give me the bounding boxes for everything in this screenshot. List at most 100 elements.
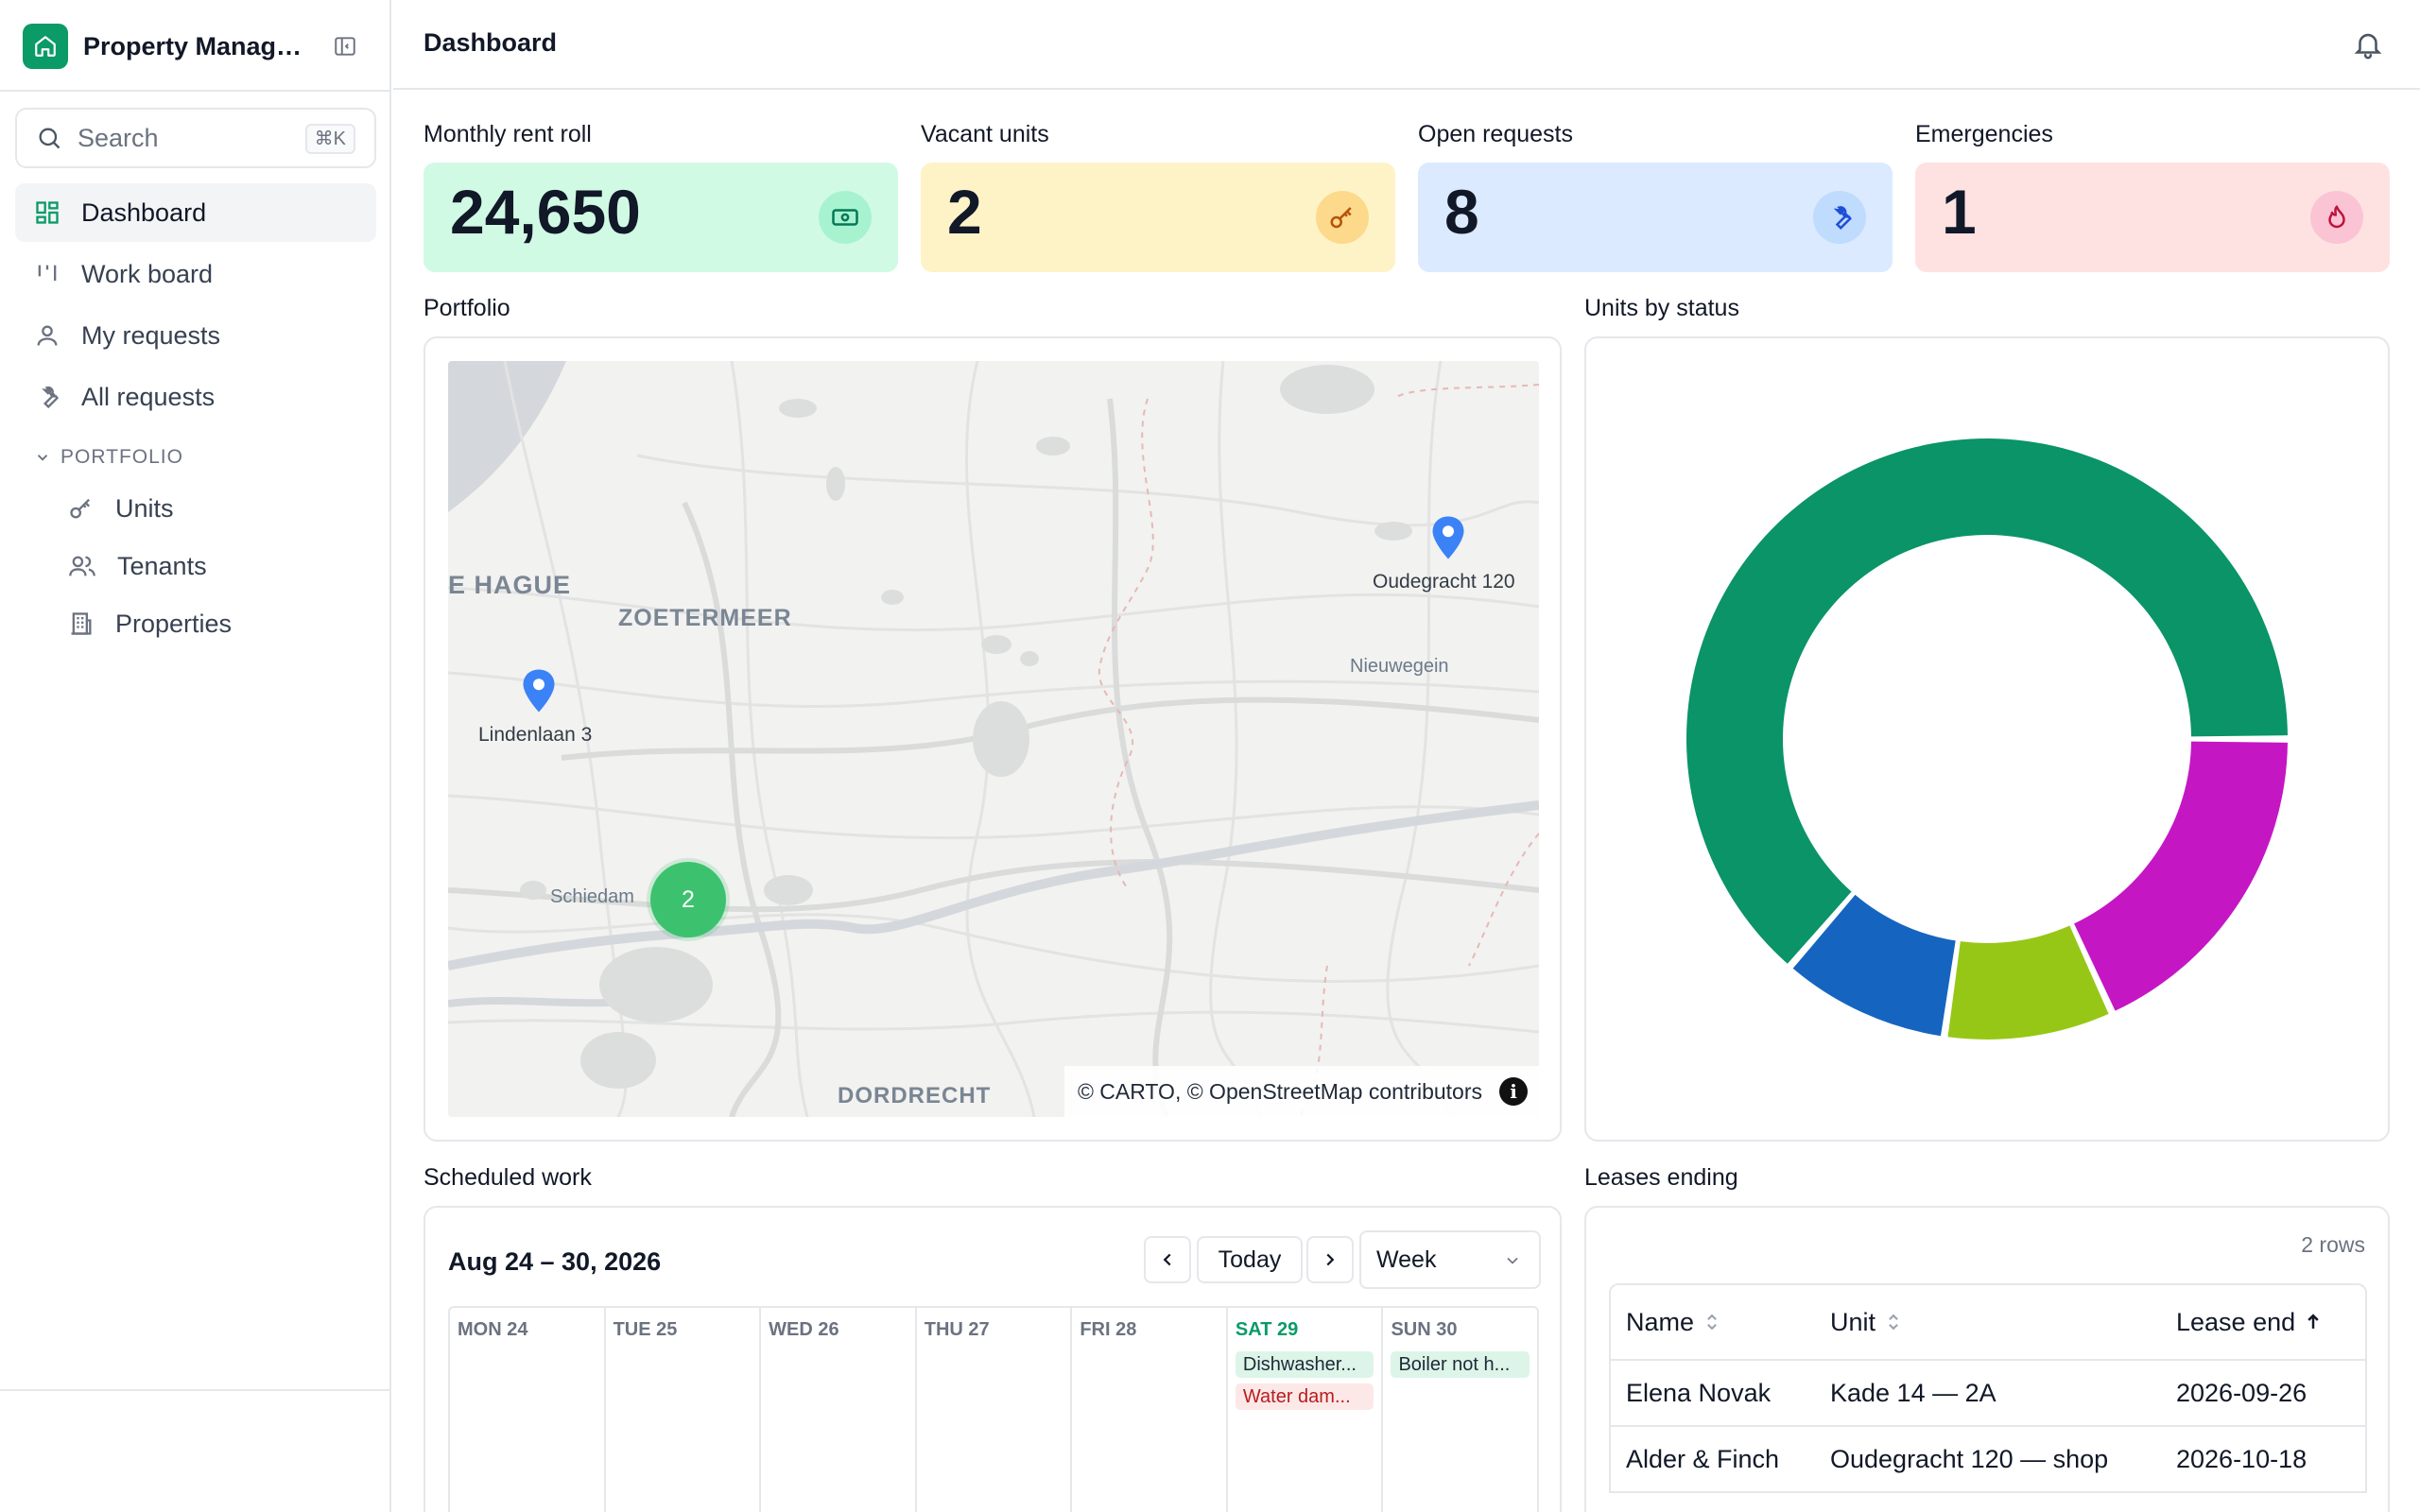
calendar-event[interactable]: Boiler not h... (1391, 1351, 1530, 1378)
column-header-lease-end[interactable]: Lease end (2176, 1285, 2322, 1359)
view-select-value: Week (1376, 1246, 1437, 1273)
wrench-icon (1813, 191, 1866, 244)
sidebar-item-units[interactable]: Units (49, 479, 376, 538)
next-week-button[interactable] (1306, 1236, 1354, 1283)
users-icon (69, 556, 95, 576)
portfolio-panel: E HAGUE ZOETERMEER Nieuwegein Schiedam D… (424, 336, 1562, 1142)
table-row[interactable]: Alder & Finch Oudegracht 120 — shop 2026… (1611, 1427, 2365, 1493)
map-attribution: © CARTO, © OpenStreetMap contributors i (1063, 1066, 1539, 1117)
portfolio-section-toggle[interactable]: PORTFOLIO (34, 446, 183, 469)
map-pin-label: Oudegracht 120 (1373, 571, 1515, 593)
cell-unit: Kade 14 — 2A (1830, 1378, 1996, 1407)
kpi-card-emergencies: 1 (1915, 163, 2390, 272)
map-label-dordrecht: DORDRECHT (838, 1083, 992, 1108)
donut-segment[interactable] (1685, 438, 2288, 964)
wrench-icon (42, 386, 60, 409)
sidebar-item-label: All requests (81, 382, 216, 411)
section-title: Scheduled work (424, 1164, 592, 1191)
sidebar-item-label: Dashboard (81, 198, 207, 227)
sidebar: Property Management Search ⌘K Dashboard … (0, 0, 391, 1512)
page-title: Dashboard (424, 28, 558, 57)
cell-unit: Oudegracht 120 — shop (1830, 1444, 2109, 1473)
kpi-card-vacant-units: 2 (921, 163, 1395, 272)
calendar-day-column[interactable]: SAT 29 Dishwasher... Water dam... (1228, 1308, 1384, 1512)
sidebar-item-tenants[interactable]: Tenants (49, 537, 376, 595)
kpi-value: 1 (1942, 177, 1977, 247)
donut-segment[interactable] (1947, 925, 2109, 1040)
sidebar-item-label: Properties (115, 609, 233, 638)
column-header-label: Lease end (2176, 1307, 2296, 1336)
sidebar-item-properties[interactable]: Properties (49, 594, 376, 653)
kpi-card-open-requests: 8 (1418, 163, 1893, 272)
chevron-down-icon (37, 455, 48, 461)
calendar-day-label: MON 24 (458, 1319, 528, 1340)
kanban-icon (38, 265, 57, 281)
key-icon (70, 498, 90, 519)
column-header-label: Name (1626, 1307, 1695, 1336)
search-shortcut: ⌘K (304, 124, 355, 154)
calendar-event-emergency[interactable]: Water dam... (1235, 1383, 1374, 1410)
map-label-the-hague: E HAGUE (448, 571, 572, 599)
calendar-day-label-today: SAT 29 (1235, 1319, 1299, 1340)
sidebar-item-label: Units (115, 493, 174, 523)
donut-segment[interactable] (1792, 894, 1956, 1037)
calendar-day-column[interactable]: TUE 25 (606, 1308, 762, 1512)
sidebar-toggle-icon[interactable] (331, 32, 359, 60)
brand[interactable]: Property Management (23, 23, 369, 70)
dashboard-icon (36, 201, 59, 224)
kpi-label: Open requests (1418, 121, 1573, 147)
section-label: PORTFOLIO (60, 446, 183, 468)
chevron-right-icon (1326, 1253, 1335, 1266)
rows-count: 2 rows (2301, 1232, 2365, 1257)
info-icon[interactable]: i (1499, 1077, 1528, 1106)
sort-icon (1889, 1314, 1898, 1331)
sidebar-item-work-board[interactable]: Work board (15, 245, 376, 303)
section-title: Leases ending (1584, 1164, 1738, 1191)
table-header-row: Name Unit Lease end (1611, 1285, 2365, 1361)
column-header-unit[interactable]: Unit (1830, 1285, 1902, 1359)
map-cluster[interactable]: 2 (650, 862, 726, 937)
kpi-label: Vacant units (921, 121, 1049, 147)
app-title: Property Management (83, 31, 310, 60)
map-pin-label: Lindenlaan 3 (478, 724, 593, 746)
map-label-nieuwegein: Nieuwegein (1350, 656, 1449, 677)
calendar-day-column[interactable]: THU 27 (917, 1308, 1073, 1512)
calendar-day-column[interactable]: SUN 30 Boiler not h... (1383, 1308, 1537, 1512)
calendar-range: Aug 24 – 30, 2026 (448, 1247, 662, 1276)
calendar-week-grid: MON 24 TUE 25 WED 26 THU 27 FRI 28 SAT 2… (448, 1306, 1539, 1512)
portfolio-map[interactable]: E HAGUE ZOETERMEER Nieuwegein Schiedam D… (448, 361, 1539, 1117)
section-title: Units by status (1584, 295, 1739, 321)
sort-icon (1707, 1314, 1717, 1331)
donut-segment[interactable] (2074, 741, 2288, 1011)
calendar-event[interactable]: Dishwasher... (1235, 1351, 1374, 1378)
leases-table: Name Unit Lease end Elena Novak Kade 14 … (1609, 1283, 2367, 1493)
chevron-left-icon (1163, 1253, 1171, 1266)
flame-icon (2310, 191, 2363, 244)
sidebar-item-dashboard[interactable]: Dashboard (15, 183, 376, 242)
search-input[interactable]: Search ⌘K (15, 108, 376, 168)
building-icon (71, 612, 92, 635)
column-header-name[interactable]: Name (1626, 1285, 1720, 1359)
calendar-day-label: THU 27 (924, 1319, 990, 1340)
calendar-day-column[interactable]: FRI 28 (1072, 1308, 1228, 1512)
prev-week-button[interactable] (1144, 1236, 1191, 1283)
home-icon (23, 24, 68, 69)
scheduled-work-panel: Aug 24 – 30, 2026 Today Week MON 24 TUE … (424, 1206, 1562, 1512)
bell-icon[interactable] (2352, 28, 2384, 60)
calendar-day-column[interactable]: MON 24 (450, 1308, 606, 1512)
map-pin-icon[interactable] (522, 669, 556, 713)
kpi-label: Emergencies (1915, 121, 2053, 147)
sidebar-item-my-requests[interactable]: My requests (15, 306, 376, 365)
kpi-label: Monthly rent roll (424, 121, 592, 147)
table-row[interactable]: Elena Novak Kade 14 — 2A 2026-09-26 (1611, 1361, 2365, 1427)
kpi-value: 8 (1444, 177, 1479, 247)
key-icon (1316, 191, 1369, 244)
view-select[interactable]: Week (1359, 1230, 1541, 1289)
sidebar-item-all-requests[interactable]: All requests (15, 368, 376, 426)
map-pin-icon[interactable] (1431, 516, 1465, 559)
calendar-day-label: FRI 28 (1080, 1319, 1137, 1340)
calendar-day-column[interactable]: WED 26 (761, 1308, 917, 1512)
today-button[interactable]: Today (1197, 1236, 1303, 1283)
chevron-down-icon (1507, 1257, 1518, 1264)
search-placeholder: Search (78, 123, 159, 152)
